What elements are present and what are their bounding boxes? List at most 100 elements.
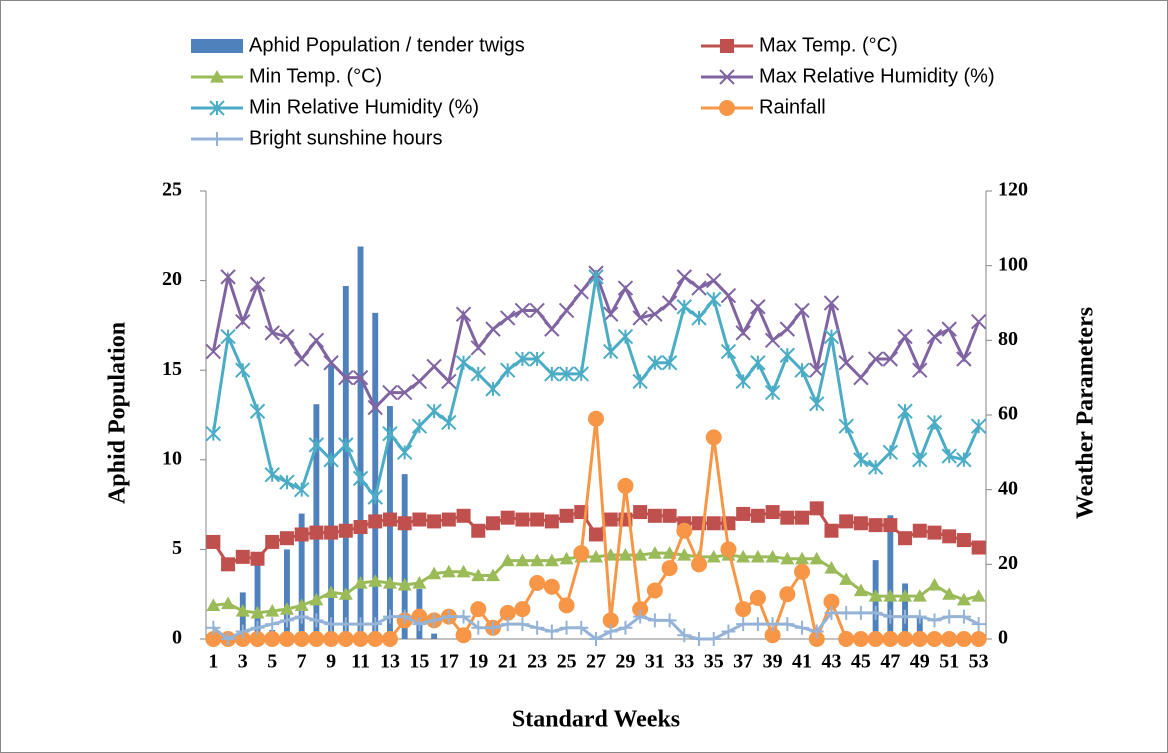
bar (431, 633, 438, 639)
marker (308, 631, 325, 647)
marker (427, 514, 442, 529)
y2-tick-label: 20 (998, 552, 1018, 574)
marker (632, 310, 648, 326)
marker (897, 403, 913, 419)
marker (719, 100, 735, 116)
marker (427, 613, 442, 628)
marker (471, 523, 486, 538)
y-tick-label: 15 (162, 358, 182, 380)
marker (573, 545, 590, 562)
marker (765, 617, 780, 632)
marker (294, 527, 309, 542)
marker (381, 631, 398, 647)
marker (559, 551, 574, 565)
marker (324, 617, 339, 632)
y2-tick-label: 60 (998, 403, 1018, 425)
marker (543, 578, 560, 595)
marker (338, 523, 353, 538)
marker (323, 631, 340, 647)
x-tick-label: 35 (704, 651, 724, 673)
marker (235, 624, 250, 639)
legend-label: Rainfall (759, 96, 826, 118)
marker (750, 508, 765, 523)
marker (515, 553, 530, 567)
marker (529, 302, 545, 319)
marker (324, 585, 339, 598)
y2-axis-title: Weather Parameters (1073, 307, 1099, 519)
marker (456, 564, 471, 578)
marker (750, 617, 765, 632)
marker (706, 272, 722, 289)
marker (235, 604, 250, 617)
marker (265, 604, 280, 617)
marker (955, 631, 972, 647)
marker (956, 351, 972, 367)
marker (898, 531, 913, 546)
marker (279, 602, 294, 615)
marker (794, 362, 810, 378)
marker (779, 586, 796, 603)
marker (485, 620, 500, 635)
marker (573, 284, 589, 300)
marker (588, 269, 604, 285)
x-tick-label: 19 (468, 651, 488, 673)
marker (706, 632, 721, 646)
marker (927, 613, 942, 628)
x-tick-label: 17 (439, 651, 459, 673)
marker (588, 410, 604, 427)
legend-marker (720, 39, 734, 53)
marker (883, 589, 898, 602)
marker (750, 299, 766, 315)
marker (764, 627, 781, 644)
y-tick-label: 0 (172, 627, 182, 649)
marker (868, 518, 883, 533)
x-tick-label: 53 (969, 651, 989, 673)
marker (956, 592, 971, 606)
marker (691, 280, 707, 296)
marker (515, 617, 530, 632)
y2-tick-label: 80 (998, 328, 1018, 350)
marker (795, 510, 810, 525)
marker (514, 351, 531, 367)
x-tick-label: 5 (267, 651, 277, 673)
marker (647, 508, 662, 523)
y-tick-label: 20 (162, 268, 182, 290)
legend-marker (719, 100, 735, 116)
marker (912, 362, 928, 378)
marker (250, 551, 265, 566)
marker (823, 593, 840, 610)
marker (603, 512, 618, 527)
marker (249, 403, 266, 419)
marker (397, 577, 412, 591)
marker (764, 332, 781, 349)
marker (779, 347, 796, 363)
marker (897, 328, 913, 345)
marker (441, 609, 456, 624)
bar (254, 552, 261, 639)
marker (235, 313, 251, 330)
marker (839, 605, 854, 620)
marker (676, 522, 693, 539)
marker (558, 597, 575, 614)
marker (279, 328, 295, 345)
marker (382, 425, 398, 442)
marker (499, 604, 516, 621)
marker (530, 553, 545, 567)
marker (853, 369, 869, 386)
bar (357, 246, 364, 639)
marker (250, 605, 265, 619)
marker (926, 631, 943, 647)
marker (249, 631, 266, 647)
marker (662, 508, 677, 523)
marker (898, 609, 913, 624)
marker (396, 384, 413, 401)
marker (337, 631, 354, 647)
marker (309, 525, 324, 540)
marker (706, 291, 722, 307)
marker (470, 340, 486, 356)
y2-tick-label: 100 (998, 253, 1028, 275)
marker (868, 589, 883, 602)
marker (205, 425, 222, 442)
marker (338, 587, 353, 600)
marker (441, 373, 457, 390)
